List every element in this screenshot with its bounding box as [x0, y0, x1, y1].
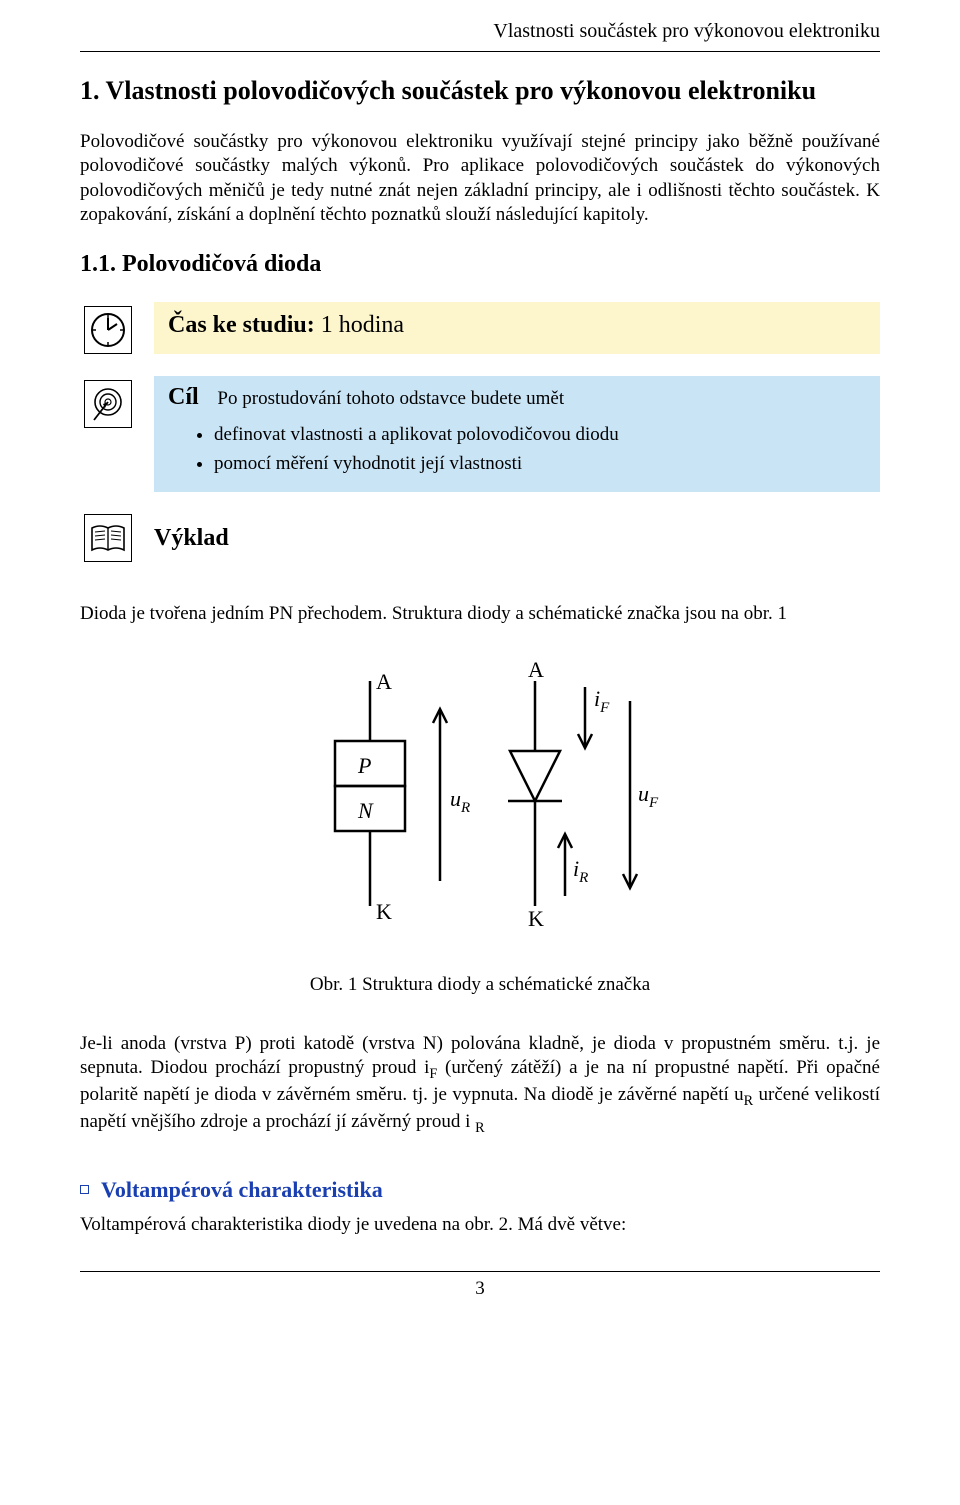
study-time-box: Čas ke studiu: 1 hodina — [154, 302, 880, 354]
fig-label-k-left: K — [376, 899, 392, 924]
icon-cell — [80, 302, 136, 354]
goal-item: definovat vlastnosti a aplikovat polovod… — [214, 421, 866, 450]
page-number: 3 — [80, 1278, 880, 1300]
page: Vlastnosti součástek pro výkonovou elekt… — [0, 0, 960, 1330]
intro-paragraph: Polovodičové součástky pro výkonovou ele… — [80, 130, 880, 227]
figure-1: A P N K uR A — [300, 651, 660, 956]
goal-subtitle: Po prostudování tohoto odstavce budete u… — [217, 388, 564, 409]
explanation-heading: Výklad — [154, 525, 229, 552]
study-label: Čas ke studiu: — [168, 312, 315, 338]
goal-item: pomocí měření vyhodnotit její vlastnosti — [214, 450, 866, 479]
paragraph-diode-operation: Je-li anoda (vrstva P) proti katodě (vrs… — [80, 1032, 880, 1137]
icon-cell — [80, 376, 136, 492]
footer-rule — [80, 1271, 880, 1272]
fig-label-ir: iR — [573, 856, 588, 886]
goal-box: Cíl Po prostudování tohoto odstavce bude… — [154, 376, 880, 492]
study-value: 1 hodina — [315, 312, 404, 338]
figure-1-caption: Obr. 1 Struktura diody a schématické zna… — [80, 974, 880, 996]
icon-cell — [80, 514, 136, 562]
explanation-block: Výklad — [80, 514, 880, 562]
goal-block: Cíl Po prostudování tohoto odstavce bude… — [80, 376, 880, 492]
paragraph-volt-amp: Voltampérová charakteristika diody je uv… — [80, 1213, 880, 1237]
fig-label-p: P — [357, 753, 371, 778]
fig-label-if: iF — [594, 686, 610, 716]
paragraph-diode-intro: Dioda je tvořena jedním PN přechodem. St… — [80, 602, 880, 626]
target-icon — [84, 380, 132, 428]
figure-1-wrap: A P N K uR A — [80, 651, 880, 956]
running-head: Vlastnosti součástek pro výkonovou elekt… — [80, 20, 880, 43]
clock-icon — [84, 306, 132, 354]
subheading-volt-amp: Voltampérová charakteristika — [101, 1177, 383, 1203]
study-time-block: Čas ke studiu: 1 hodina — [80, 302, 880, 354]
fig-label-a-right: A — [528, 657, 544, 682]
fig-label-k-right: K — [528, 906, 544, 931]
book-icon — [84, 514, 132, 562]
header-rule — [80, 51, 880, 52]
square-bullet-icon — [80, 1185, 89, 1194]
goal-title: Cíl — [168, 384, 199, 411]
section-heading-1-1: 1.1. Polovodičová dioda — [80, 251, 880, 278]
goal-list: definovat vlastnosti a aplikovat polovod… — [168, 421, 866, 478]
fig-label-a-left: A — [376, 669, 392, 694]
section-heading-1: 1. Vlastnosti polovodičových součástek p… — [80, 76, 880, 106]
fig-label-ur: uR — [450, 786, 470, 816]
subheading-row: Voltampérová charakteristika — [80, 1177, 880, 1203]
fig-label-uf: uF — [638, 781, 659, 811]
fig-label-n: N — [357, 798, 374, 823]
